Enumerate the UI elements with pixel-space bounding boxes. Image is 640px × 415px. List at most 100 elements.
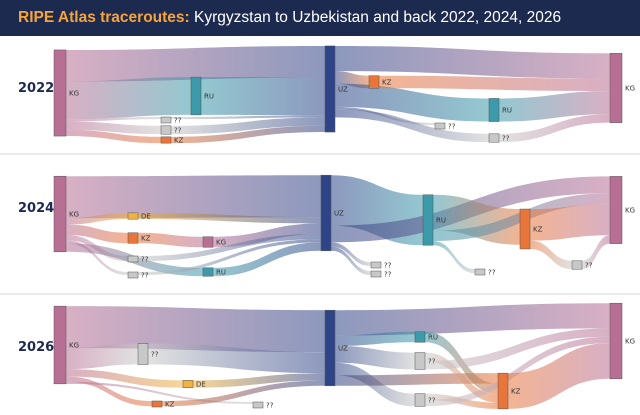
link-ru2-q5: [433, 241, 475, 274]
node-label-uz: UZ: [338, 345, 348, 353]
node-label-ru1: RU: [216, 269, 226, 277]
node-label-kg_dst: KG: [625, 338, 635, 346]
node-uz: [324, 45, 336, 133]
link-uz-q4: [331, 246, 371, 276]
link-kg_src-uz: [66, 306, 325, 353]
node-uz: [320, 174, 332, 252]
node-label-kz2: KZ: [533, 226, 543, 234]
node-kz1: [160, 136, 172, 144]
link-kg_src-q2: [66, 381, 253, 405]
link-de-uz: [193, 373, 325, 388]
link-kz1-kg_mid: [138, 232, 203, 248]
node-q1: [137, 343, 149, 365]
panel-2022: 2022 KG RU???? KZ UZ KZ RU???? KG: [0, 45, 640, 155]
node-kg_mid: [202, 236, 214, 248]
link-kg_mid-uz: [213, 223, 321, 248]
node-label-q2: ??: [266, 402, 274, 410]
node-kg_dst: [609, 302, 623, 380]
link-kz2-q6: [530, 240, 572, 270]
header-bar: RIPE Atlas traceroutes: Kyrgyzstan to Uz…: [0, 0, 640, 36]
node-de: [127, 212, 139, 220]
node-kz1: [151, 400, 163, 408]
panel-2026: 2026 KG?? DE KZ ?? UZ RU???? KZ KG: [18, 302, 635, 410]
link-uz-q4: [335, 108, 489, 143]
node-label-q3: ??: [448, 123, 456, 131]
link-de-uz: [138, 212, 321, 224]
link-ru2-kz2: [433, 194, 520, 245]
link-uz-q3: [335, 345, 415, 370]
node-label-kz1: KZ: [165, 401, 175, 409]
node-kg_dst: [609, 176, 623, 244]
node-label-q6: ??: [585, 262, 593, 270]
link-kz2-kg_dst: [530, 203, 610, 241]
node-label-de: DE: [141, 213, 151, 221]
link-ru1-uz: [201, 77, 325, 116]
node-kg_dst: [609, 53, 623, 123]
link-q2-uz: [138, 239, 321, 276]
node-label-de: DE: [196, 381, 206, 389]
link-q2-uz: [171, 117, 325, 135]
link-kz2-kg_dst: [379, 75, 610, 92]
link-q6-kg_dst: [582, 235, 610, 270]
node-q3: [414, 352, 426, 370]
link-kg_src-kz1: [66, 129, 161, 144]
link-uz-kg_dst: [335, 303, 610, 336]
link-ru2-kg_dst: [499, 91, 610, 122]
link-kg_src-q1: [66, 343, 138, 370]
link-kg_src-de: [66, 369, 183, 388]
node-label-q4: ??: [502, 135, 510, 143]
node-label-q4: ??: [428, 397, 436, 405]
node-label-kg_src: KG: [69, 90, 79, 98]
node-q1: [160, 116, 172, 124]
sankey-chart: 2022 KG RU???? KZ UZ KZ RU???? KG 2024 KG DE KZ????…: [0, 45, 640, 410]
links: [66, 175, 610, 277]
node-label-kg_dst: KG: [625, 85, 635, 93]
year-label: 2026: [18, 340, 54, 355]
links: [66, 45, 610, 144]
page-title: RIPE Atlas traceroutes: Kyrgyzstan to Uz…: [18, 8, 561, 28]
link-q1-uz: [138, 234, 321, 262]
node-q3: [370, 261, 382, 269]
node-q2: [252, 401, 264, 409]
node-label-q2: ??: [174, 127, 182, 135]
node-ru1: [190, 76, 202, 116]
node-label-ru1: RU: [204, 93, 214, 101]
node-q6: [571, 260, 583, 270]
link-kg_src-de: [66, 212, 128, 225]
node-de: [182, 380, 194, 388]
link-q4-kg_dst: [425, 336, 610, 407]
year-label: 2022: [18, 81, 54, 96]
node-q5: [474, 268, 486, 276]
link-uz-ru2: [335, 83, 489, 122]
node-ru2: [488, 98, 500, 122]
node-q2: [160, 125, 172, 135]
link-kg_src-uz: [66, 45, 325, 82]
link-ru1-uz: [213, 242, 321, 277]
link-uz-ru: [335, 331, 415, 346]
link-uz-kg_dst: [335, 45, 610, 79]
node-label-kg_dst: KG: [625, 207, 635, 215]
node-q4: [488, 133, 500, 143]
link-kg_src-q2: [66, 240, 128, 276]
node-label-kz2: KZ: [382, 79, 392, 87]
node-q4: [370, 270, 382, 278]
node-kz1: [127, 232, 139, 244]
node-label-uz: UZ: [334, 210, 344, 218]
link-q3-kg_dst: [425, 328, 610, 370]
node-ru2: [422, 194, 434, 246]
node-label-q4: ??: [384, 271, 392, 279]
node-label-kz1: KZ: [141, 235, 151, 243]
link-kg_src-kz1: [66, 224, 128, 244]
node-kg_src: [53, 305, 67, 385]
link-kz2-kg_dst: [508, 343, 610, 409]
node-label-ru2: RU: [502, 107, 512, 115]
link-q1-uz: [148, 343, 325, 374]
node-label-uz: UZ: [338, 86, 348, 94]
node-q2: [127, 271, 139, 279]
node-label-ru2: RU: [436, 217, 446, 225]
node-q1: [127, 255, 139, 263]
node-kz2: [519, 208, 531, 250]
link-kg_src-q1: [66, 117, 161, 122]
node-uz: [324, 309, 336, 387]
title-rest: Kyrgyzstan to Uzbekistan and back 2022, …: [189, 9, 562, 26]
